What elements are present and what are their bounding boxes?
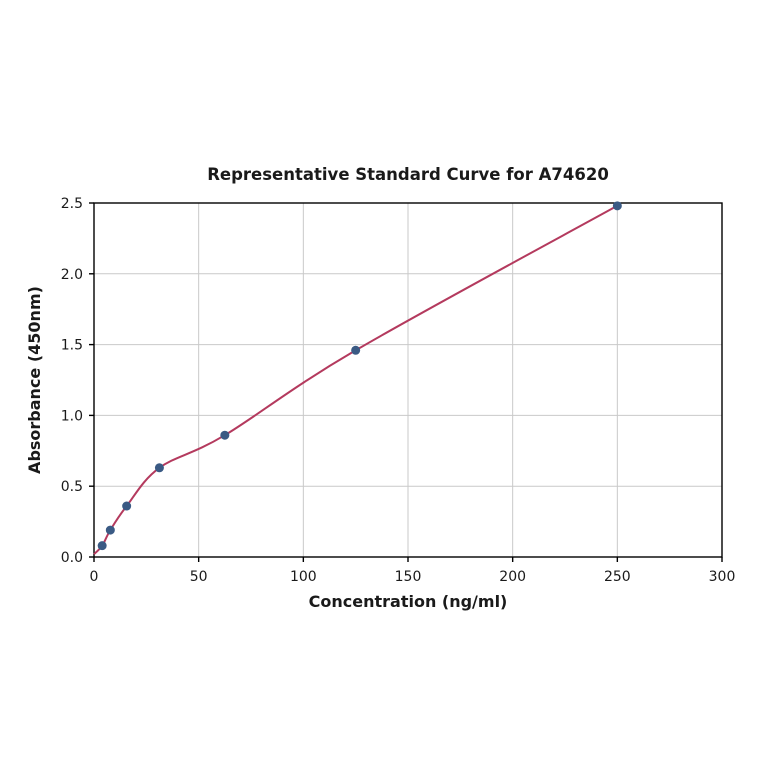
chart-title: Representative Standard Curve for A74620 (207, 165, 609, 184)
y-tick-label: 2.0 (61, 267, 83, 283)
x-tick-label: 150 (395, 569, 422, 585)
y-tick-label: 0.5 (61, 479, 83, 495)
x-tick-label: 250 (604, 569, 631, 585)
y-tick-label: 0.0 (61, 550, 83, 566)
tick-marks-and-labels: 0 50 100 150 200 250 300 0.0 0.5 1.0 1.5 2.0 2.5 (61, 196, 736, 585)
x-tick-label: 50 (190, 569, 208, 585)
data-point (220, 430, 230, 440)
y-tick-label: 1.5 (61, 338, 83, 354)
y-tick-label: 1.0 (61, 408, 83, 424)
x-tick-label: 200 (499, 569, 526, 585)
x-tick-label: 300 (709, 569, 736, 585)
data-point (351, 345, 361, 355)
y-tick-label: 2.5 (61, 196, 83, 212)
x-tick-label: 100 (290, 569, 317, 585)
data-point (122, 501, 132, 511)
x-axis-label: Concentration (ng/ml) (309, 592, 508, 611)
data-point (154, 463, 164, 473)
data-series (93, 201, 622, 555)
data-point (612, 201, 622, 211)
grid-lines (93, 202, 723, 558)
y-axis-label: Absorbance (450nm) (25, 286, 44, 474)
data-point (97, 541, 107, 551)
data-point (105, 525, 115, 535)
x-tick-label: 0 (90, 569, 99, 585)
fitted-curve (93, 204, 618, 555)
